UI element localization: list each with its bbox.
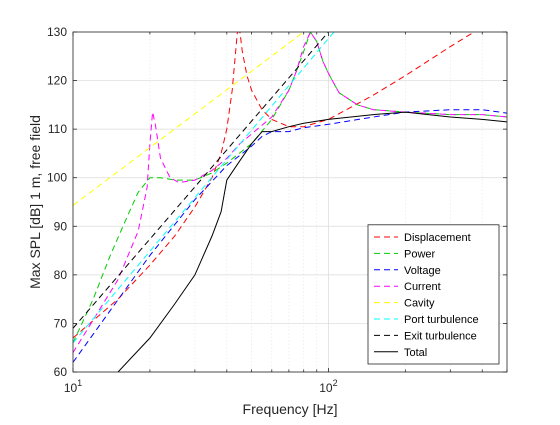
y-tick-label: 130 bbox=[47, 25, 67, 39]
plot-frame bbox=[72, 31, 508, 373]
legend-label: Power bbox=[404, 248, 436, 260]
legend-label: Voltage bbox=[404, 265, 441, 277]
y-tick-label: 90 bbox=[54, 219, 68, 233]
series-line-total bbox=[117, 111, 507, 372]
series-line-cavity bbox=[73, 32, 305, 206]
y-tick-label: 60 bbox=[54, 365, 68, 379]
y-axis-label: Max SPL [dB] 1 m, free field bbox=[27, 115, 43, 289]
y-tick-label: 120 bbox=[47, 74, 67, 88]
series-line-voltage bbox=[73, 109, 507, 363]
series-line-displacement bbox=[73, 32, 476, 339]
legend-label: Exit turbulence bbox=[404, 330, 477, 342]
legend-label: Current bbox=[404, 281, 441, 293]
y-tick-label: 110 bbox=[48, 122, 67, 136]
legend-box bbox=[367, 224, 500, 365]
series-line-exit-turbulence bbox=[73, 32, 329, 329]
y-tick-label: 70 bbox=[54, 316, 68, 330]
x-axis-label: Frequency [Hz] bbox=[243, 401, 338, 417]
legend-label: Total bbox=[404, 347, 427, 359]
legend-label: Displacement bbox=[404, 232, 471, 244]
series-group bbox=[73, 32, 507, 372]
legend: Displacement Power Voltage Current Cavity Por… bbox=[367, 224, 500, 365]
axes: 60 70 80 90 100 110 120 130 101 102 bbox=[47, 25, 508, 395]
y-tick-label: 100 bbox=[47, 171, 67, 185]
legend-label: Cavity bbox=[404, 298, 435, 310]
x-tick-label: 102 bbox=[319, 378, 337, 395]
y-tick-label: 80 bbox=[54, 268, 68, 282]
legend-label: Port turbulence bbox=[404, 314, 479, 326]
x-tick-label: 101 bbox=[64, 378, 82, 395]
series-line-port-turbulence bbox=[73, 32, 335, 344]
series-line-current bbox=[73, 32, 507, 353]
